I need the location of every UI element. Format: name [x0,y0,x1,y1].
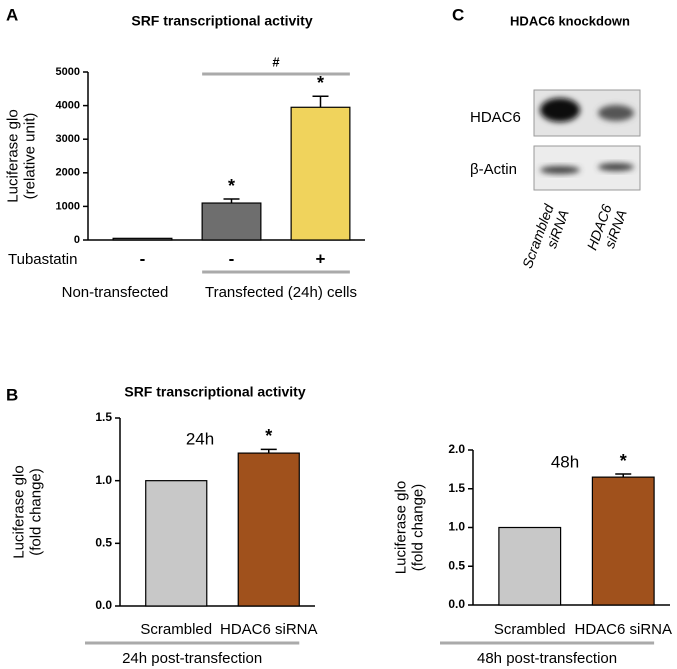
x-tick-label: - [140,249,146,268]
blot-band [598,105,634,121]
bar [201,202,262,241]
significance-mark: * [620,451,627,471]
y-axis-title-line: (fold change) [27,468,44,556]
y-axis-title: Luciferase glo (relative unit) [4,109,38,202]
bar [145,480,208,607]
bar [237,452,300,607]
y-tick-label: 0.0 [95,598,112,612]
blot [533,89,641,191]
chart-title: 48h [551,452,579,471]
error-bar [615,473,632,478]
blot-band [598,163,634,171]
panel-title: SRF transcriptional activity [124,384,305,400]
y-tick-label: 1.0 [448,520,465,534]
bracket-label: # [272,54,280,69]
y-tick-label: 2.0 [448,442,465,456]
significance-mark: * [317,73,324,93]
y-tick-label: 0.5 [448,558,465,572]
x-tick-label: + [316,249,326,268]
y-tick-label: 1.5 [448,481,465,495]
row-label: Tubastatin [8,251,78,268]
y-axis-title-line: (relative unit) [21,113,38,200]
error-bar [260,448,277,454]
chart-title: SRF transcriptional activity [131,13,312,29]
chart-title: 24h [186,429,214,448]
y-tick-label: 4000 [56,100,80,112]
y-tick-label: 1.5 [95,410,112,424]
y-axis-title-line: Luciferase glo [4,109,21,202]
y-tick-label: 5000 [56,66,80,78]
y-tick-label: 1.0 [95,473,112,487]
footer-label: 48h post-transfection [477,650,617,667]
significance-mark: * [265,426,272,446]
panel-label: A [6,5,18,24]
y-tick-label: 0.0 [448,597,465,611]
y-axis-title-line: Luciferase glo [392,481,409,574]
group-label: Transfected (24h) cells [205,284,357,301]
bar [290,106,351,241]
x-tick-label: HDAC6 siRNA [574,621,672,638]
y-axis-title-line: Luciferase glo [10,465,27,558]
blot-band [540,166,580,174]
y-tick-label: 3000 [56,133,80,145]
y-axis-title-line: (fold change) [409,484,426,572]
error-bar [312,95,329,108]
y-tick-label: 1000 [56,200,80,212]
group-label: Non-transfected [62,284,169,301]
blot-title: HDAC6 knockdown [510,13,630,28]
bar [591,476,655,606]
x-tick-label: Scrambled [140,621,212,638]
panel-label: C [452,5,464,24]
blot-band [540,98,580,122]
x-tick-label: - [229,249,235,268]
blot-row-label: β-Actin [470,161,517,178]
bar [112,237,173,241]
error-bar [223,198,240,204]
x-tick-label: Scrambled [494,621,566,638]
y-axis-title: Luciferase glo (fold change) [10,465,44,558]
y-axis-title: Luciferase glo (fold change) [392,481,426,574]
bar [498,526,562,606]
panel-label: B [6,385,18,404]
y-tick-label: 2000 [56,167,80,179]
footer-label: 24h post-transfection [122,650,262,667]
x-tick-label: HDAC6 siRNA [220,621,318,638]
y-tick-label: 0 [74,234,80,246]
significance-mark: * [228,176,235,196]
y-tick-label: 0.5 [95,536,112,550]
blot-row-label: HDAC6 [470,109,521,126]
